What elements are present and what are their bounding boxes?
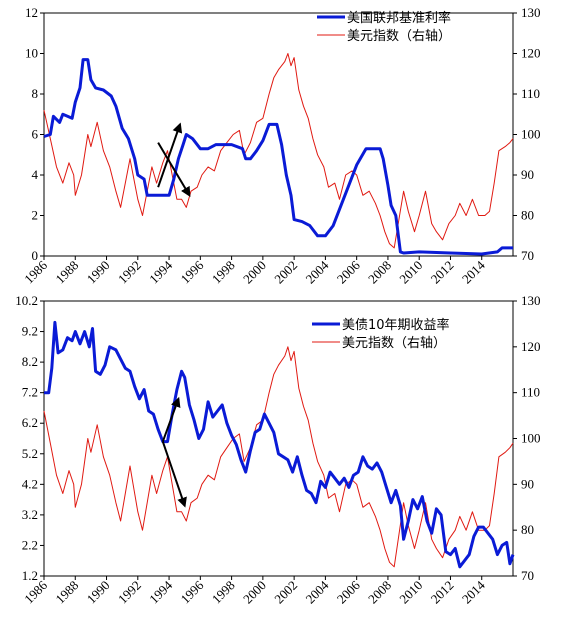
y-left-tick-label: 2	[32, 208, 39, 223]
y-left-tick-label: 6.2	[22, 415, 38, 430]
x-tick-label: 2010	[396, 258, 425, 287]
y-left-tick-label: 0	[32, 248, 39, 263]
legend-label: 美债10年期收益率	[342, 317, 450, 333]
x-tick-label: 1994	[146, 577, 175, 606]
y-left-tick-label: 3.2	[22, 507, 38, 522]
legend-label: 美元指数（右轴）	[347, 29, 451, 44]
x-tick-label: 1998	[209, 578, 238, 607]
y-right-tick-label: 90	[521, 167, 534, 182]
y-left-tick-label: 8	[32, 86, 39, 101]
x-tick-label: 1996	[177, 257, 206, 286]
x-tick-label: 1988	[52, 258, 81, 287]
x-tick-label: 2000	[240, 578, 269, 607]
series-line-primary	[44, 320, 515, 569]
y-right-tick-label: 110	[521, 86, 540, 101]
x-tick-label: 2002	[271, 578, 300, 607]
y-right-tick-label: 70	[521, 248, 534, 263]
x-tick-label: 1986	[21, 257, 50, 286]
x-tick-label: 1992	[115, 258, 144, 287]
x-tick-label: 2006	[334, 257, 363, 286]
y-left-tick-label: 4.2	[22, 476, 38, 491]
x-tick-label: 2012	[428, 258, 457, 287]
x-tick-label: 1992	[115, 578, 144, 607]
x-tick-label: 2008	[365, 578, 394, 607]
y-right-tick-label: 90	[521, 476, 534, 491]
series-line-primary	[43, 58, 513, 256]
annotation-arrow	[157, 122, 183, 188]
y-right-tick-label: 70	[521, 568, 534, 583]
y-right-tick-label: 130	[521, 5, 541, 20]
x-tick-label: 2010	[396, 578, 425, 607]
x-tick-label: 1996	[177, 577, 206, 606]
y-right-tick-label: 110	[521, 385, 540, 400]
x-tick-label: 1990	[84, 258, 113, 287]
y-left-tick-label: 4	[32, 167, 39, 182]
y-left-tick-label: 8.2	[22, 354, 38, 369]
legend-label: 美国联邦基准利率	[347, 10, 451, 26]
annotation-arrow	[157, 142, 191, 197]
y-right-tick-label: 100	[521, 127, 541, 142]
y-left-tick-label: 7.2	[22, 385, 38, 400]
y-left-tick-label: 2.2	[22, 537, 38, 552]
annotation-arrow	[161, 441, 187, 508]
x-tick-label: 1994	[146, 257, 175, 286]
x-tick-label: 1988	[52, 578, 81, 607]
y-right-tick-label: 80	[521, 522, 534, 537]
x-tick-label: 2004	[303, 577, 332, 606]
x-tick-label: 2014	[459, 257, 488, 286]
y-left-tick-label: 10	[25, 46, 38, 61]
y-left-tick-label: 12	[25, 5, 38, 20]
y-right-tick-label: 120	[521, 339, 541, 354]
x-tick-label: 2000	[240, 258, 269, 287]
y-right-tick-label: 100	[521, 431, 541, 446]
legend-label: 美元指数（右轴）	[342, 336, 446, 351]
y-left-tick-label: 9.2	[22, 324, 38, 339]
chart-panel-2: 1.2 2.2 3.2 4.2 5.2 6.2 7.2 8.2 9.2 10.2 70 80 90 100…	[15, 293, 540, 607]
annotation-arrow	[161, 396, 181, 442]
y-right-tick-label: 130	[521, 293, 541, 308]
series-line-dollar-index	[43, 53, 514, 249]
x-tick-label: 2002	[271, 258, 300, 287]
x-tick-label: 2012	[428, 578, 457, 607]
x-tick-label: 2006	[334, 577, 363, 606]
x-tick-label: 1990	[84, 578, 113, 607]
x-tick-label: 2014	[459, 577, 488, 606]
y-left-tick-label: 5.2	[22, 446, 38, 461]
y-right-tick-label: 80	[521, 208, 534, 223]
x-tick-label: 2004	[303, 257, 332, 286]
y-right-tick-label: 120	[521, 46, 541, 61]
x-tick-label: 2008	[365, 258, 394, 287]
x-tick-label: 1998	[209, 258, 238, 287]
series-line-dollar-index	[43, 346, 514, 568]
y-left-tick-label: 1.2	[22, 568, 38, 583]
y-left-tick-label: 6	[32, 127, 39, 142]
y-left-tick-label: 10.2	[15, 293, 38, 308]
